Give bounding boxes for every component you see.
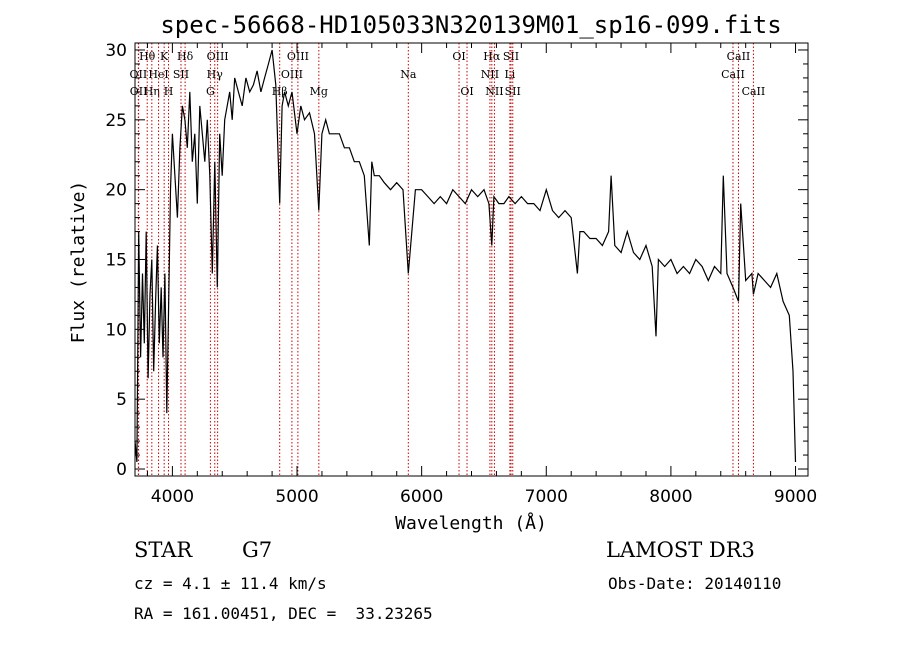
spectral-line-label: CaII [742, 85, 766, 98]
spectral-line-label: OIII [281, 68, 303, 81]
spectral-line-label: SII [173, 68, 189, 81]
y-tick-label: 5 [116, 390, 127, 410]
y-tick-label: 10 [105, 320, 127, 340]
spectral-line-label: Hδ [177, 50, 194, 63]
y-tick-label: 15 [105, 251, 127, 271]
object-subclass: G7 [242, 538, 273, 562]
spectral-line-label: SII [503, 50, 519, 63]
x-tick-label: 5000 [275, 487, 318, 507]
object-class: STAR [134, 538, 193, 562]
spectral-line-label: Hθ [139, 50, 156, 63]
y-tick-label: 25 [105, 111, 127, 131]
spectral-line-label: H [164, 85, 174, 98]
spectrum-series-line [134, 49, 797, 463]
spectral-line-label: OIII [207, 50, 229, 63]
spectral-line-label: K [160, 50, 169, 63]
spectral-line-label: Li [504, 68, 515, 81]
coordinates: RA = 161.00451, DEC = 33.23265 [134, 604, 433, 623]
chart-title: spec-56668-HD105033N320139M01_sp16-099.f… [160, 11, 781, 39]
spectral-line-label: OI [460, 85, 473, 98]
spectral-line-label: Hη [144, 85, 160, 98]
spectral-line-label: Na [400, 68, 417, 81]
x-axis-label: Wavelength (Å) [395, 512, 547, 534]
spectral-line-label: Hγ [207, 68, 224, 81]
spectral-line-label: G [206, 85, 215, 98]
spectral-line-label: CaII [721, 68, 745, 81]
axes: 4000 5000 6000 7000 8000 9000 0 5 10 15 20 25 30 [105, 41, 817, 507]
spectral-line-label: CaII [727, 50, 751, 63]
spectrum-plot-area [134, 49, 797, 463]
spectral-line-label: Mg [310, 85, 328, 98]
spectral-line-label: NII [481, 68, 499, 81]
x-tick-label: 4000 [151, 487, 194, 507]
y-axis-label: Flux (relative) [68, 181, 89, 344]
spectral-line-label: OIII [287, 50, 309, 63]
y-tick-label: 30 [105, 41, 127, 61]
spectral-line-label: SII [505, 85, 521, 98]
observation-date: Obs-Date: 20140110 [608, 574, 782, 593]
spectral-line-label: OI [452, 50, 465, 63]
y-tick-label: 20 [105, 181, 127, 201]
spectral-line-label: HeI [148, 68, 168, 81]
x-tick-label: 7000 [525, 487, 568, 507]
x-tick-label: 9000 [774, 487, 817, 507]
survey-name: LAMOST DR3 [606, 538, 755, 562]
redshift-cz: cz = 4.1 ± 11.4 km/s [134, 574, 327, 593]
spectral-line-label: Hα [483, 50, 501, 63]
plot-frame [134, 42, 809, 477]
x-tick-label: 8000 [649, 487, 692, 507]
x-tick-label: 6000 [400, 487, 443, 507]
spectral-line-label: NII [485, 85, 503, 98]
y-tick-label: 0 [116, 460, 127, 480]
